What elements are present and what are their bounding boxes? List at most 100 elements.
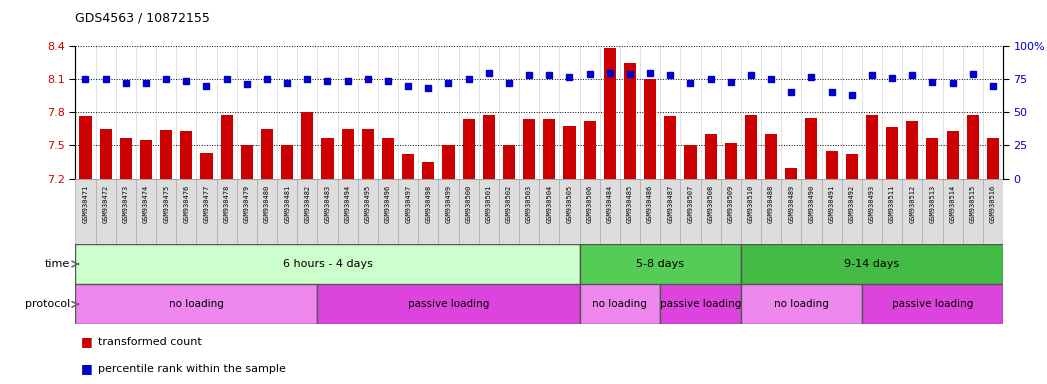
Bar <box>217 179 237 244</box>
Bar <box>705 134 716 179</box>
Bar <box>801 179 822 244</box>
Text: passive loading: passive loading <box>660 299 741 310</box>
Bar <box>498 179 519 244</box>
Bar <box>580 284 661 324</box>
Text: time: time <box>45 259 70 269</box>
Text: ■: ■ <box>81 335 92 348</box>
Text: GSM930487: GSM930487 <box>667 185 673 223</box>
Text: GSM930491: GSM930491 <box>828 185 834 223</box>
Bar <box>946 131 959 179</box>
Bar <box>862 284 1003 324</box>
Text: GSM930512: GSM930512 <box>909 185 915 223</box>
Bar <box>700 179 720 244</box>
Bar <box>882 179 903 244</box>
Bar <box>237 179 257 244</box>
Text: GSM930504: GSM930504 <box>547 185 552 223</box>
Text: GSM930499: GSM930499 <box>445 185 451 223</box>
Text: GSM930476: GSM930476 <box>183 185 190 223</box>
Bar <box>180 131 193 179</box>
Text: GSM930513: GSM930513 <box>930 185 935 223</box>
Bar <box>317 284 580 324</box>
Text: passive loading: passive loading <box>407 299 489 310</box>
Text: GSM930479: GSM930479 <box>244 185 250 223</box>
Bar <box>519 179 539 244</box>
Bar <box>503 146 515 179</box>
Bar <box>580 179 600 244</box>
Bar <box>563 126 576 179</box>
Bar <box>559 179 580 244</box>
Text: GSM930509: GSM930509 <box>728 185 734 223</box>
Text: GSM930506: GSM930506 <box>586 185 593 223</box>
Bar <box>580 244 741 284</box>
Bar <box>942 179 962 244</box>
Bar <box>903 179 922 244</box>
Bar <box>119 138 132 179</box>
Bar <box>302 113 313 179</box>
Text: GSM930481: GSM930481 <box>284 185 290 223</box>
Bar <box>604 48 616 179</box>
Text: GSM930501: GSM930501 <box>486 185 492 223</box>
Bar <box>478 179 498 244</box>
Bar <box>261 129 273 179</box>
Bar <box>200 153 213 179</box>
Text: GSM930492: GSM930492 <box>849 185 854 223</box>
Text: GSM930502: GSM930502 <box>506 185 512 223</box>
Bar <box>983 179 1003 244</box>
Bar <box>927 138 938 179</box>
Bar <box>241 146 252 179</box>
Bar <box>483 114 495 179</box>
Bar <box>583 121 596 179</box>
Bar <box>160 130 172 179</box>
Bar <box>140 140 152 179</box>
Text: GSM930495: GSM930495 <box>364 185 371 223</box>
Bar <box>75 179 95 244</box>
Bar <box>842 179 862 244</box>
Bar <box>136 179 156 244</box>
Text: GSM930477: GSM930477 <box>203 185 209 223</box>
Bar <box>317 179 337 244</box>
Bar <box>221 114 232 179</box>
Text: transformed count: transformed count <box>98 337 202 347</box>
Bar <box>640 179 661 244</box>
Text: GSM930494: GSM930494 <box>344 185 351 223</box>
Bar <box>822 179 842 244</box>
Bar <box>99 129 112 179</box>
Text: 6 hours - 4 days: 6 hours - 4 days <box>283 259 373 269</box>
Text: no loading: no loading <box>774 299 829 310</box>
Bar <box>661 284 741 324</box>
Text: GSM930498: GSM930498 <box>425 185 431 223</box>
Text: ■: ■ <box>81 362 92 375</box>
Bar <box>281 146 293 179</box>
Bar <box>443 146 454 179</box>
Text: no loading: no loading <box>169 299 224 310</box>
Bar <box>966 114 979 179</box>
Text: GSM930500: GSM930500 <box>466 185 471 223</box>
Bar <box>922 179 942 244</box>
Bar <box>422 162 435 179</box>
Bar <box>358 179 378 244</box>
Bar <box>524 119 535 179</box>
Bar <box>80 116 91 179</box>
Text: GSM930514: GSM930514 <box>950 185 956 223</box>
Text: GSM930503: GSM930503 <box>527 185 532 223</box>
Bar <box>620 179 640 244</box>
Bar <box>418 179 439 244</box>
Bar <box>321 138 334 179</box>
Text: GSM930515: GSM930515 <box>970 185 976 223</box>
Text: GSM930478: GSM930478 <box>224 185 229 223</box>
Bar <box>761 179 781 244</box>
Bar <box>846 154 857 179</box>
Bar <box>378 179 398 244</box>
Text: GSM930493: GSM930493 <box>869 185 875 223</box>
Text: passive loading: passive loading <box>892 299 973 310</box>
Text: no loading: no loading <box>593 299 647 310</box>
Bar <box>664 116 676 179</box>
Text: GSM930482: GSM930482 <box>305 185 310 223</box>
Bar <box>826 151 838 179</box>
Text: 9-14 days: 9-14 days <box>844 259 899 269</box>
Bar <box>539 179 559 244</box>
Bar <box>337 179 358 244</box>
Bar <box>156 179 176 244</box>
Text: GSM930511: GSM930511 <box>889 185 895 223</box>
Bar <box>277 179 297 244</box>
